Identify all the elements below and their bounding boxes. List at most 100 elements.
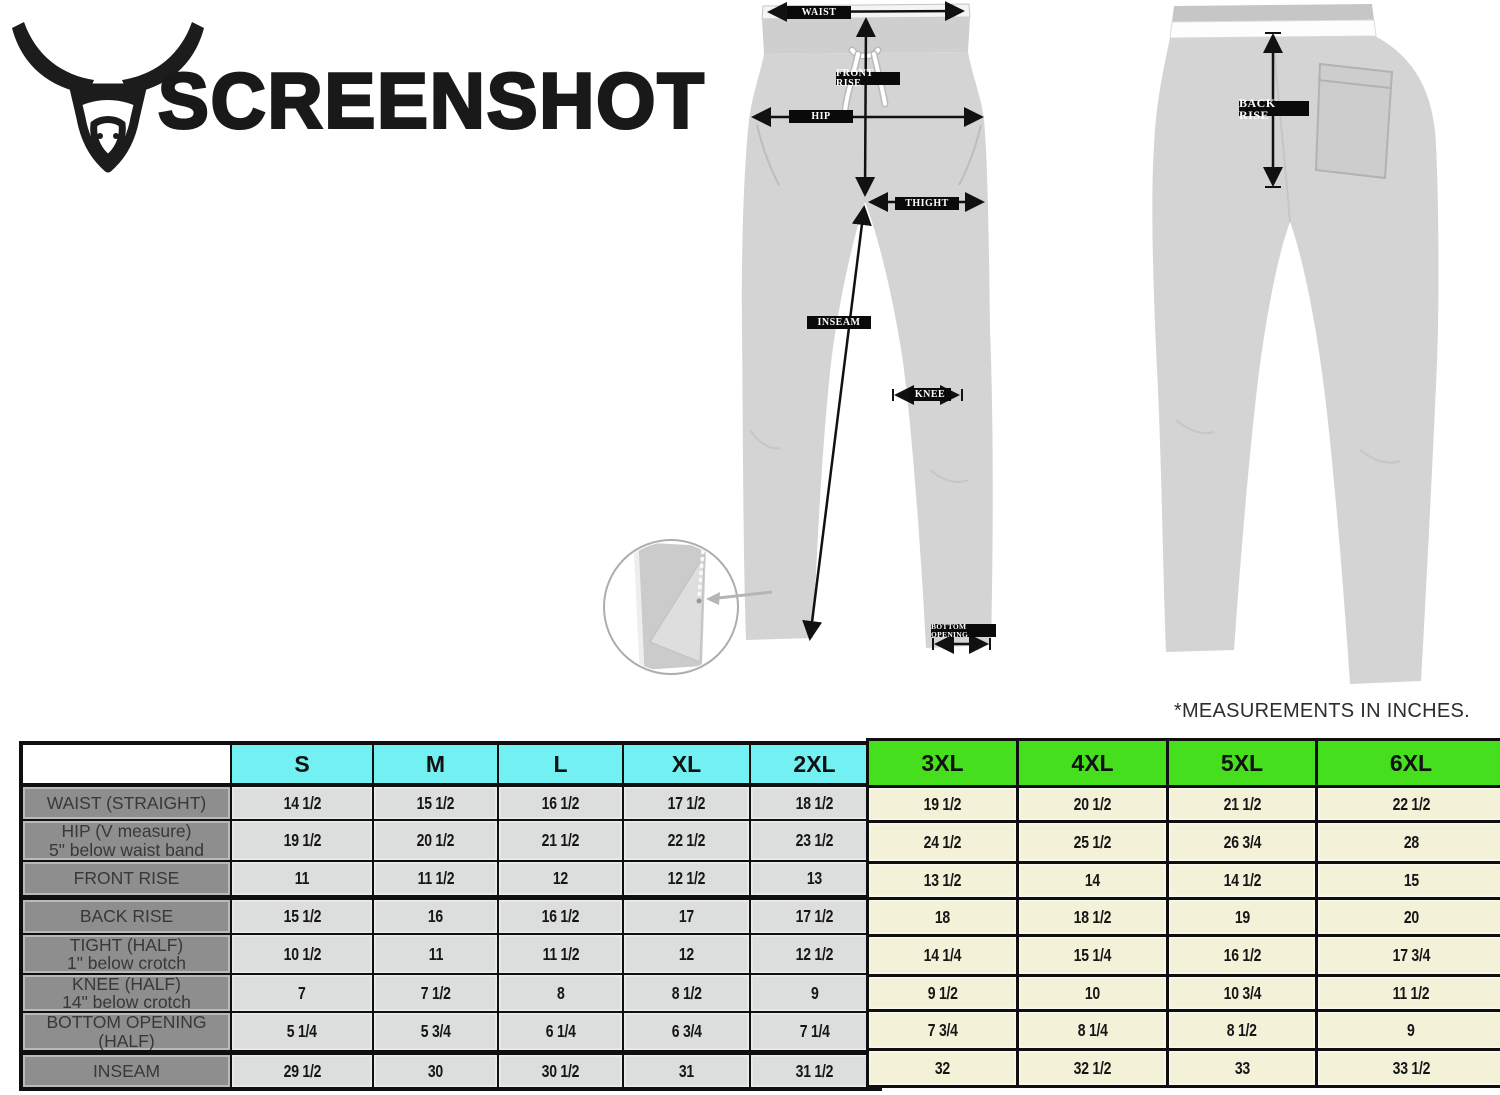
- size-row: HIP (V measure) 5" below waist band 19 1/2…: [20, 819, 881, 862]
- size-value-cell: 32 1/2: [1016, 1048, 1169, 1088]
- size-value-cell: 17 3/4: [1315, 934, 1500, 977]
- size-value-cell: 11: [230, 860, 374, 898]
- size-value-cell: 31 1/2: [749, 1049, 881, 1091]
- size-value-cell: 24 1/2: [866, 820, 1019, 864]
- size-value-cell: 15 1/2: [372, 784, 499, 821]
- size-col-header-2xl: 2XL: [749, 742, 881, 787]
- size-value-cell: 30: [372, 1049, 499, 1091]
- size-value-cell: 11 1/2: [1315, 974, 1500, 1012]
- size-row: FRONT RISE 11 11 1/2 12 12 1/2 13: [20, 860, 881, 898]
- back-rise-label: BACK RISE: [1239, 97, 1309, 121]
- size-value-cell: 8 1/2: [622, 972, 751, 1014]
- size-row: 7 3/4 8 1/4 8 1/2 9: [866, 1009, 1500, 1051]
- size-value-cell: 22 1/2: [1315, 785, 1500, 823]
- size-row: 19 1/2 20 1/2 21 1/2 22 1/2: [866, 785, 1500, 823]
- size-value-cell: 7 3/4: [866, 1009, 1019, 1051]
- size-col-header-4xl: 4XL: [1016, 738, 1169, 788]
- size-value-cell: 19 1/2: [866, 785, 1019, 823]
- size-value-cell: 18 1/2: [749, 784, 881, 821]
- size-value-cell: 8 1/4: [1016, 1009, 1169, 1051]
- bull-icon: [12, 22, 204, 173]
- size-row: INSEAM 29 1/2 30 30 1/2 31 31 1/2: [20, 1049, 881, 1091]
- size-value-cell: 20 1/2: [1016, 785, 1169, 823]
- size-value-cell: 30 1/2: [497, 1049, 624, 1091]
- size-value-cell: 15 1/2: [230, 894, 374, 935]
- size-value-cell: 32: [866, 1048, 1019, 1088]
- size-value-cell: 20: [1315, 897, 1500, 937]
- size-value-cell: 18: [866, 897, 1019, 937]
- size-value-cell: 7 1/4: [749, 1011, 881, 1054]
- size-header-row: 3XL 4XL 5XL 6XL: [866, 738, 1500, 788]
- row-label-cell: BOTTOM OPENING (HALF): [20, 1011, 232, 1054]
- size-value-cell: 22 1/2: [622, 819, 751, 862]
- size-value-cell: 12 1/2: [749, 933, 881, 975]
- waist-label: WAIST: [787, 6, 851, 19]
- size-value-cell: 13 1/2: [866, 861, 1019, 900]
- size-row: 24 1/2 25 1/2 26 3/4 28: [866, 820, 1500, 864]
- row-label-cell: TIGHT (HALF) 1" below crotch: [20, 933, 232, 975]
- size-col-header-6xl: 6XL: [1315, 738, 1500, 788]
- size-value-cell: 17: [622, 894, 751, 935]
- size-value-cell: 6 3/4: [622, 1011, 751, 1054]
- size-row: 9 1/2 10 10 3/4 11 1/2: [866, 974, 1500, 1012]
- size-row: TIGHT (HALF) 1" below crotch 10 1/2 11 11 1/…: [20, 933, 881, 975]
- size-col-header-l: L: [497, 742, 624, 787]
- size-value-cell: 9: [749, 972, 881, 1014]
- size-value-cell: 25 1/2: [1016, 820, 1169, 864]
- back-pants-view: [1152, 4, 1439, 684]
- row-label-cell: BACK RISE: [20, 894, 232, 935]
- size-value-cell: 15 1/4: [1016, 934, 1169, 977]
- size-value-cell: 12: [497, 860, 624, 898]
- zipper-detail-inset: [603, 539, 773, 675]
- size-value-cell: 11: [372, 933, 499, 975]
- size-value-cell: 33: [1166, 1048, 1318, 1088]
- size-value-cell: 19: [1166, 897, 1318, 937]
- size-row: 14 1/4 15 1/4 16 1/2 17 3/4: [866, 934, 1500, 977]
- inseam-label: INSEAM: [807, 316, 871, 329]
- hip-label: HIP: [789, 110, 853, 123]
- size-value-cell: 23 1/2: [749, 819, 881, 862]
- row-label-cell: WAIST (STRAIGHT): [20, 784, 232, 821]
- thigh-label: THIGHT: [895, 197, 959, 210]
- size-value-cell: 15: [1315, 861, 1500, 900]
- size-row: BACK RISE 15 1/2 16 16 1/2 17 17 1/2: [20, 894, 881, 935]
- units-note: *MEASUREMENTS IN INCHES.: [1173, 700, 1470, 722]
- size-value-cell: 8: [497, 972, 624, 1014]
- front-rise-label: FRONT RISE: [836, 68, 900, 88]
- inset-arrow-head: [706, 592, 720, 605]
- size-value-cell: 16 1/2: [1166, 934, 1318, 977]
- size-value-cell: 6 1/4: [497, 1011, 624, 1054]
- size-value-cell: 21 1/2: [1166, 785, 1318, 823]
- size-row: KNEE (HALF) 14" below crotch 7 7 1/2 8 8 1/2 9: [20, 972, 881, 1014]
- size-value-cell: 14 1/2: [1166, 861, 1318, 900]
- brand-logo: SCREENSHOT: [6, 14, 706, 174]
- size-value-cell: 16: [372, 894, 499, 935]
- size-col-header-xl: XL: [622, 742, 751, 787]
- size-table-right: 3XL 4XL 5XL 6XL 19 1/2 20 1/2 21 1/2 22 1/2 24 …: [866, 738, 1500, 1088]
- size-value-cell: 7 1/2: [372, 972, 499, 1014]
- size-value-cell: 9 1/2: [866, 974, 1019, 1012]
- knee-label: KNEE: [909, 388, 951, 401]
- size-value-cell: 11 1/2: [497, 933, 624, 975]
- size-table-left: S M L XL 2XL WAIST (STRAIGHT) 14 1/2 15 1/2 16 …: [19, 741, 882, 1092]
- size-row: 32 32 1/2 33 33 1/2: [866, 1048, 1500, 1088]
- size-header-row: S M L XL 2XL: [20, 742, 881, 787]
- size-value-cell: 28: [1315, 820, 1500, 864]
- size-value-cell: 31: [622, 1049, 751, 1091]
- corner-cell: [20, 742, 232, 787]
- size-value-cell: 26 3/4: [1166, 820, 1318, 864]
- size-value-cell: 14 1/4: [866, 934, 1019, 977]
- size-value-cell: 33 1/2: [1315, 1048, 1500, 1088]
- size-value-cell: 11 1/2: [372, 860, 499, 898]
- size-value-cell: 16 1/2: [497, 784, 624, 821]
- size-col-header-s: S: [230, 742, 374, 787]
- row-label-cell: KNEE (HALF) 14" below crotch: [20, 972, 232, 1014]
- size-row: 13 1/2 14 14 1/2 15: [866, 861, 1500, 900]
- size-col-header-m: M: [372, 742, 499, 787]
- size-value-cell: 5 1/4: [230, 1011, 374, 1054]
- size-value-cell: 9: [1315, 1009, 1500, 1051]
- row-label-cell: FRONT RISE: [20, 860, 232, 898]
- size-value-cell: 12 1/2: [622, 860, 751, 898]
- size-row: 18 18 1/2 19 20: [866, 897, 1500, 937]
- size-value-cell: 10 3/4: [1166, 974, 1318, 1012]
